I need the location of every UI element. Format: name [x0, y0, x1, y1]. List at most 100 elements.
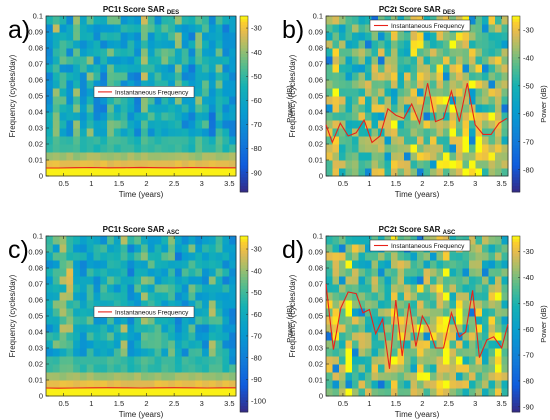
spectrogram-cell [417, 96, 424, 105]
spectrogram-cell [482, 152, 489, 161]
spectrogram-cell [134, 160, 142, 169]
spectrogram-cell [501, 72, 509, 81]
spectrogram-cell [174, 276, 183, 285]
colorbar-segment [512, 329, 520, 334]
spectrogram-cell [229, 128, 237, 137]
colorbar-segment [512, 68, 520, 73]
spectrogram-cell [495, 32, 502, 41]
spectrogram-cell [147, 24, 156, 33]
spectrogram-cell [423, 276, 431, 285]
spectrogram-cell [154, 300, 162, 309]
colorbar-segment [240, 300, 248, 304]
spectrogram-cell [46, 292, 54, 301]
spectrogram-cell [436, 372, 444, 381]
spectrogram-cell [222, 284, 230, 293]
spectrogram-cell [475, 136, 483, 145]
spectrogram-cell [93, 96, 101, 105]
spectrogram-cell [495, 136, 502, 145]
spectrogram-cell [462, 144, 470, 153]
spectrogram-cell [462, 120, 470, 129]
spectrogram-cell [154, 24, 162, 33]
spectrogram-cell [501, 300, 509, 309]
spectrogram-cell [469, 260, 476, 269]
spectrogram-cell [120, 112, 128, 121]
spectrogram-cell [188, 136, 196, 145]
spectrogram-cell [443, 268, 450, 277]
spectrogram-cell [127, 112, 135, 121]
spectrogram-cell [371, 292, 379, 301]
colorbar-tick-label: -90 [251, 375, 262, 384]
spectrogram-cell [345, 72, 353, 81]
spectrogram-cell [397, 104, 405, 113]
colorbar-segment [512, 285, 520, 290]
spectrogram-cell [482, 356, 489, 365]
colorbar-segment [240, 33, 248, 37]
spectrogram-cell [384, 372, 392, 381]
spectrogram-cell [358, 348, 366, 357]
spectrogram-cell [73, 32, 81, 41]
colorbar-segment [512, 186, 520, 190]
spectrogram-cell [449, 112, 457, 121]
spectrogram-cell [332, 136, 340, 145]
spectrogram-cell [215, 364, 223, 373]
spectrogram-cell [410, 80, 418, 89]
spectrogram-cell [410, 268, 418, 277]
spectrogram-cell [410, 168, 418, 177]
colorbar-segment [240, 365, 248, 369]
colorbar-segment [240, 388, 248, 392]
spectrogram-cell [345, 324, 353, 333]
spectrogram-cell [222, 356, 230, 365]
spectrogram-cell [391, 152, 398, 161]
colorbar-segment [512, 133, 520, 137]
spectrogram-cell [154, 380, 162, 389]
y-tick-label: 0.03 [308, 124, 323, 133]
spectrogram-cell [168, 284, 176, 293]
spectrogram-cell [384, 300, 392, 309]
spectrogram-cell [469, 284, 476, 293]
x-tick-label: 2.5 [169, 179, 179, 188]
spectrogram-cells [326, 236, 509, 397]
spectrogram-cell [154, 136, 162, 145]
spectrogram-cell [371, 348, 379, 357]
spectrogram-cell [215, 340, 223, 349]
spectrogram-cell [391, 72, 398, 81]
spectrogram-cell [79, 268, 88, 277]
spectrogram-cell [501, 144, 509, 153]
spectrogram-cell [456, 260, 463, 269]
spectrogram-cell [339, 348, 346, 357]
colorbar-segment [240, 326, 248, 331]
spectrogram-cell [134, 340, 142, 349]
spectrogram-cell [404, 324, 411, 333]
spectrogram-cell [475, 120, 483, 129]
spectrogram-cell [352, 380, 359, 389]
spectrogram-cell [475, 104, 483, 113]
spectrogram-cell [488, 244, 496, 253]
spectrogram-cell [222, 324, 230, 333]
spectrogram-cell [404, 372, 411, 381]
spectrogram-cell [378, 340, 385, 349]
spectrogram-cell [52, 120, 61, 129]
colorbar-segment [512, 236, 520, 240]
spectrogram-cell [495, 388, 502, 397]
y-tick-label: 0.08 [308, 264, 323, 273]
spectrogram-cell [147, 244, 156, 253]
spectrogram-cell [66, 332, 74, 341]
spectrogram-cell [161, 324, 169, 333]
spectrogram-cell [174, 388, 183, 397]
colorbar-segment [240, 36, 248, 40]
spectrogram-cell [229, 364, 237, 373]
spectrogram-cell [154, 64, 162, 73]
spectrogram-cell [378, 40, 385, 49]
y-tick-label: 0.07 [308, 60, 323, 69]
spectrogram-cell [339, 380, 346, 389]
spectrogram-cell [134, 32, 142, 41]
spectrogram-cell [391, 96, 398, 105]
colorbar-segment [512, 359, 520, 363]
spectrogram-cell [501, 120, 509, 129]
spectrogram-cell [188, 348, 196, 357]
spectrogram-cell [358, 332, 366, 341]
spectrogram-cell [423, 64, 431, 73]
spectrogram-cell [384, 268, 392, 277]
spectrogram-cell [79, 316, 88, 325]
spectrogram-cell [371, 112, 379, 121]
